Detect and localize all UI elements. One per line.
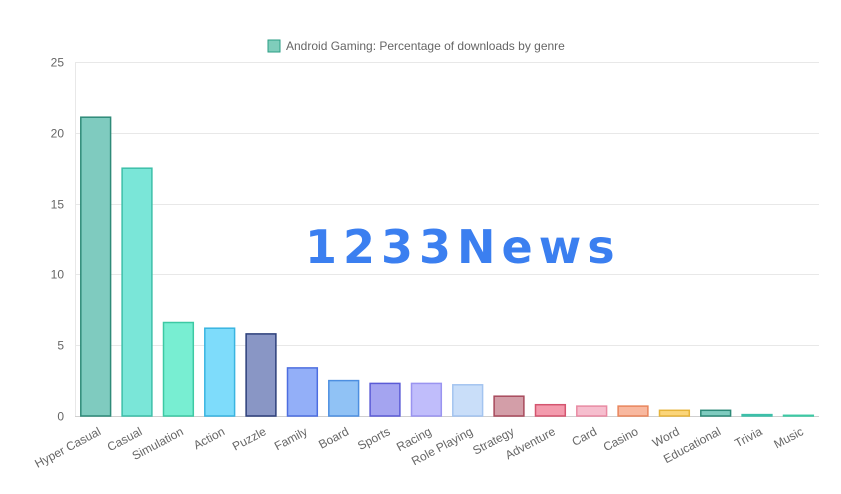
bar-strategy[interactable] bbox=[493, 395, 525, 417]
bar-simulation[interactable] bbox=[162, 321, 195, 417]
legend-swatch bbox=[267, 39, 281, 53]
x-tick-label: Trivia bbox=[732, 424, 764, 450]
x-tick-label: Family bbox=[272, 424, 310, 453]
bar-board[interactable] bbox=[328, 379, 360, 417]
bar-racing[interactable] bbox=[410, 382, 443, 417]
x-tick-label: Card bbox=[570, 424, 600, 449]
gridlines bbox=[75, 62, 819, 417]
chart-legend[interactable]: Android Gaming: Percentage of downloads … bbox=[267, 39, 565, 53]
x-tick-label: Board bbox=[316, 424, 351, 451]
y-tick-label: 5 bbox=[57, 339, 64, 353]
bar-card[interactable] bbox=[576, 405, 608, 417]
y-tick-label: 0 bbox=[57, 410, 64, 424]
legend-label: Android Gaming: Percentage of downloads … bbox=[286, 39, 565, 53]
bar-family[interactable] bbox=[286, 367, 319, 417]
bar-sports[interactable] bbox=[369, 382, 401, 417]
y-axis-ticks: 0 5 10 15 20 25 bbox=[51, 56, 65, 424]
bar-trivia[interactable] bbox=[741, 413, 773, 417]
x-tick-label: Casino bbox=[601, 424, 641, 454]
bar-casino[interactable] bbox=[617, 405, 649, 417]
y-tick-label: 15 bbox=[51, 198, 65, 212]
x-tick-label: Music bbox=[771, 424, 805, 451]
bars bbox=[80, 116, 815, 417]
x-tick-label: Hyper Casual bbox=[32, 424, 103, 470]
x-tick-label: Sports bbox=[355, 424, 392, 453]
y-tick-label: 25 bbox=[51, 56, 65, 70]
bar-word[interactable] bbox=[658, 409, 691, 417]
x-tick-label: Puzzle bbox=[230, 424, 269, 453]
bar-adventure[interactable] bbox=[534, 403, 567, 417]
bar-puzzle[interactable] bbox=[245, 333, 277, 417]
bar-hyper-casual[interactable] bbox=[80, 116, 112, 417]
x-tick-label: Action bbox=[191, 424, 227, 452]
watermark-logo: 1233News bbox=[305, 220, 621, 274]
bar-casual[interactable] bbox=[121, 167, 153, 417]
bar-music[interactable] bbox=[782, 414, 815, 417]
y-tick-label: 20 bbox=[51, 127, 65, 141]
y-tick-label: 10 bbox=[51, 268, 65, 282]
bar-role-playing[interactable] bbox=[452, 384, 484, 417]
bar-action[interactable] bbox=[204, 327, 236, 417]
bar-educational[interactable] bbox=[700, 409, 732, 417]
